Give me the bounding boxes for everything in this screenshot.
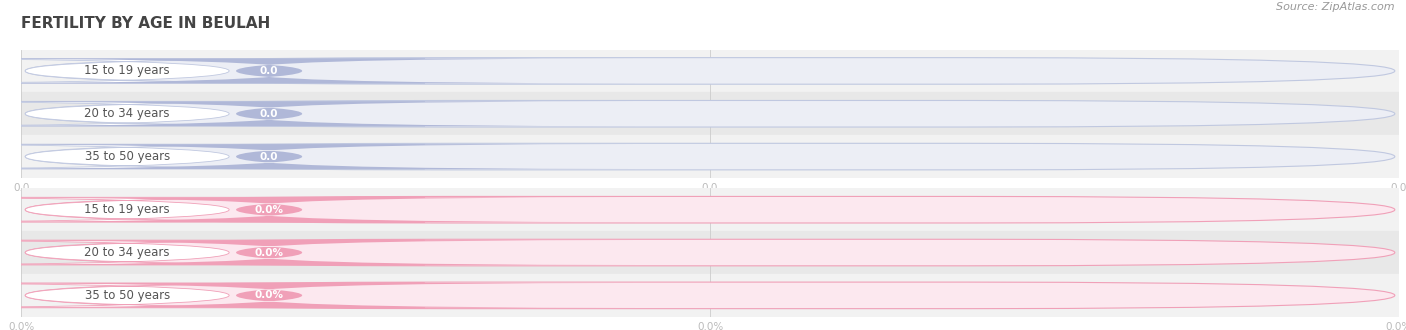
FancyBboxPatch shape [25, 282, 1395, 309]
FancyBboxPatch shape [0, 197, 425, 222]
Text: 0.0: 0.0 [260, 109, 278, 119]
FancyBboxPatch shape [25, 143, 1395, 170]
FancyBboxPatch shape [0, 283, 425, 308]
Text: 35 to 50 years: 35 to 50 years [84, 150, 170, 163]
Text: FERTILITY BY AGE IN BEULAH: FERTILITY BY AGE IN BEULAH [21, 16, 270, 31]
Text: 20 to 34 years: 20 to 34 years [84, 246, 170, 259]
Text: 0.0%: 0.0% [254, 248, 284, 257]
Text: 35 to 50 years: 35 to 50 years [84, 289, 170, 302]
FancyBboxPatch shape [25, 58, 1395, 84]
FancyBboxPatch shape [25, 196, 1395, 223]
Text: 0.0%: 0.0% [254, 205, 284, 215]
FancyBboxPatch shape [0, 101, 425, 126]
Text: 15 to 19 years: 15 to 19 years [84, 64, 170, 78]
Text: 0.0%: 0.0% [254, 290, 284, 300]
Bar [21, 274, 1399, 317]
Bar [21, 188, 1399, 231]
FancyBboxPatch shape [0, 283, 636, 308]
Bar [21, 231, 1399, 274]
FancyBboxPatch shape [0, 144, 636, 169]
FancyBboxPatch shape [0, 58, 425, 83]
Bar [21, 50, 1399, 92]
FancyBboxPatch shape [0, 101, 636, 126]
Bar [21, 135, 1399, 178]
FancyBboxPatch shape [25, 100, 1395, 127]
FancyBboxPatch shape [25, 239, 1395, 266]
Bar [21, 92, 1399, 135]
Text: Source: ZipAtlas.com: Source: ZipAtlas.com [1277, 2, 1395, 12]
Text: 20 to 34 years: 20 to 34 years [84, 107, 170, 120]
FancyBboxPatch shape [0, 240, 636, 265]
FancyBboxPatch shape [0, 144, 425, 169]
FancyBboxPatch shape [0, 197, 636, 222]
Text: 15 to 19 years: 15 to 19 years [84, 203, 170, 216]
Text: 0.0: 0.0 [260, 151, 278, 162]
FancyBboxPatch shape [0, 58, 636, 83]
FancyBboxPatch shape [0, 240, 425, 265]
Text: 0.0: 0.0 [260, 66, 278, 76]
